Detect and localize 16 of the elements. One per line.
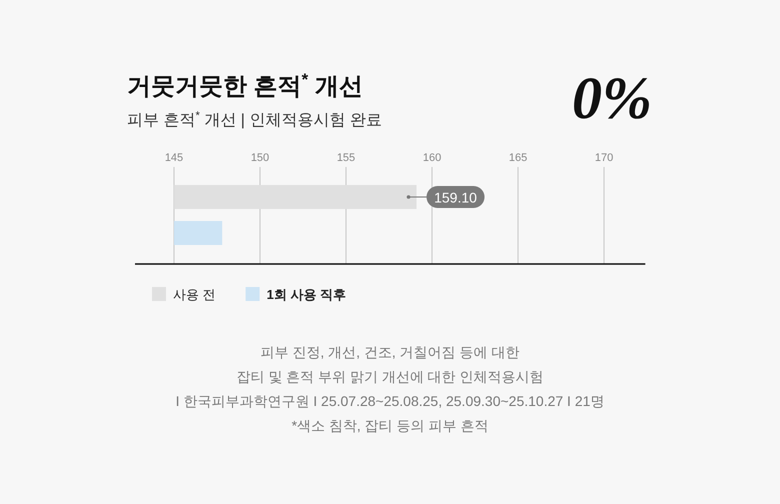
text: *색소 침착, 잡티 등의 피부 흔적	[292, 418, 488, 434]
x-tick-label: 150	[250, 152, 270, 164]
text: 피부 진정, 개선, 건조, 거칠어짐 등에 대한	[260, 344, 520, 360]
text: 0%	[572, 65, 652, 131]
x-tick-label: 165	[508, 152, 528, 164]
chart-title: 거뭇거뭇한 흔적$^{*}$ 개선	[127, 70, 363, 100]
x-tick-label: 160	[422, 152, 442, 164]
legend-label: 1회 사용 직후	[266, 287, 346, 302]
x-tick-label: 155	[336, 152, 356, 164]
legend-label: 사용 전	[173, 287, 216, 302]
text: I 한국피부과학연구원 I 25.07.28~25.08.25, 25.09.30~25.10.27 I 21명	[176, 393, 604, 409]
chart-subtitle: 피부 흔적$^{*}$ 개선 | 인체적용시험 완료	[127, 110, 382, 129]
x-tick-label: 145	[164, 152, 184, 164]
data-label: 159.10	[434, 190, 478, 206]
text: 잡티 및 흔적 부위 맑기 개선에 대한 인체적용시험	[236, 368, 544, 384]
x-tick-label: 170	[594, 152, 614, 164]
